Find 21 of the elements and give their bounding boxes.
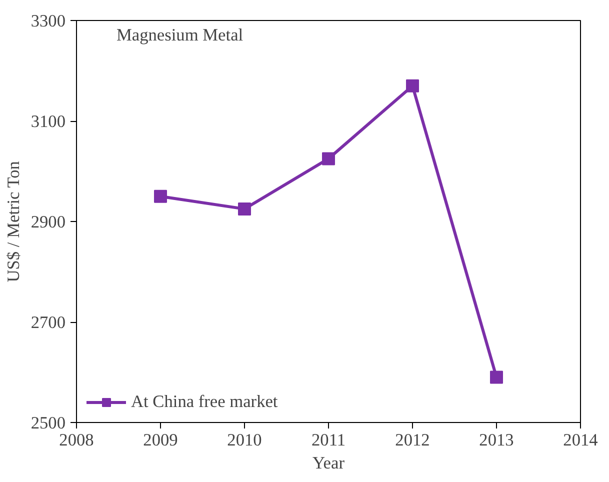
point <box>238 202 251 216</box>
y-tick-label: 2700 <box>30 313 66 332</box>
x-tick-label: 2009 <box>143 430 178 450</box>
y-tick-label: 2900 <box>30 212 66 232</box>
point <box>406 79 419 92</box>
x-tick-label: 2010 <box>227 430 262 450</box>
chart-title: Magnesium Metal <box>116 26 244 44</box>
point <box>322 152 335 166</box>
x-tick-label: 2013 <box>479 430 514 450</box>
y-tick-label: 2500 <box>30 414 66 432</box>
x-tick-label: 2008 <box>59 430 94 450</box>
point <box>490 370 503 384</box>
x-axis-title: Year <box>312 454 345 472</box>
x-tick-label: 2014 <box>563 430 598 450</box>
x-tick-label: 2011 <box>311 430 346 450</box>
x-tick-label: 2012 <box>395 430 430 450</box>
point <box>154 190 167 203</box>
y-tick-label: 3100 <box>30 112 66 131</box>
y-tick-label: 3300 <box>30 12 66 30</box>
y-axis-title: US$ / Metric Ton <box>4 160 23 282</box>
legend-label: At China free market <box>131 392 278 412</box>
